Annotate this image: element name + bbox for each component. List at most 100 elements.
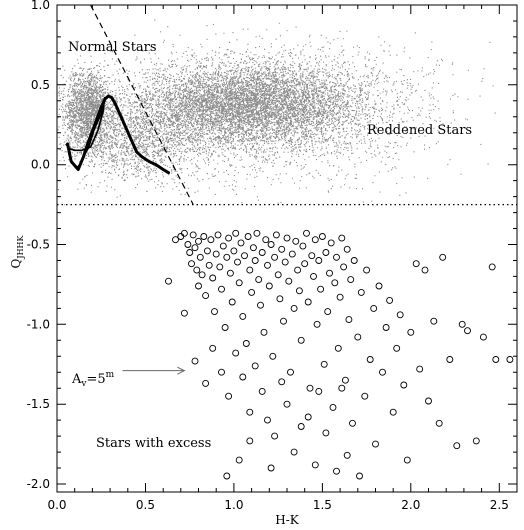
x-tick-label: 1.5 (313, 498, 332, 512)
excess-star-point (446, 356, 454, 363)
excess-star-point (246, 408, 254, 416)
excess-star-point (258, 387, 266, 395)
excess-star-point (191, 357, 199, 365)
excess-star-point (334, 344, 342, 352)
excess-star-point (228, 298, 236, 306)
excess-star-point (198, 271, 206, 279)
excess-star-point (283, 234, 291, 242)
excess-star-point (251, 362, 259, 370)
excess-star-point (219, 242, 227, 250)
y-axis-label: QJHHK (9, 234, 25, 268)
excess-star-point (244, 233, 252, 240)
excess-star-point (327, 239, 335, 247)
excess-star-point (165, 277, 172, 285)
svg-text:QJHHK: QJHHK (9, 234, 25, 268)
excess-star-point (230, 247, 238, 255)
excess-star-point (214, 231, 222, 239)
excess-star-point (416, 365, 424, 373)
excess-star-point (303, 229, 310, 237)
x-tick-label: 1.0 (224, 498, 243, 512)
excess-star-point (232, 229, 240, 237)
excess-star-point (246, 266, 254, 274)
excess-star-point (234, 258, 241, 266)
excess-star-point (193, 266, 201, 274)
excess-star-point (315, 387, 323, 395)
excess-star-point (251, 257, 259, 264)
excess-star-point (435, 419, 443, 427)
excess-star-point (225, 234, 233, 242)
excess-star-point (308, 252, 316, 260)
excess-star-point (310, 272, 317, 280)
excess-star-point (318, 233, 326, 240)
excess-star-point (333, 467, 340, 475)
excess-star-point (226, 269, 234, 277)
excess-star-point (372, 440, 379, 448)
y-tick-label: -1.0 (27, 317, 50, 331)
excess-star-point (350, 257, 358, 264)
excess-star-point (393, 344, 401, 352)
excess-star-point (281, 258, 289, 266)
excess-star-point (280, 317, 287, 325)
excess-star-point (421, 266, 429, 274)
excess-star-point (492, 356, 500, 363)
y-tick-label: -0.5 (27, 238, 50, 252)
excess-star-point (311, 236, 319, 244)
excess-star-point (265, 282, 273, 290)
reddening-dashed-line (90, 4, 194, 205)
excess-star-point (366, 356, 374, 363)
excess-star-point (195, 237, 202, 245)
excess-star-point (189, 231, 197, 239)
excess-star-point (235, 456, 243, 464)
excess-star-point (317, 285, 325, 293)
excess-star-point (239, 373, 247, 381)
excess-star-points (165, 229, 514, 480)
y-tick-label: 1.0 (31, 0, 50, 12)
excess-star-point (343, 451, 351, 459)
excess-star-point (329, 403, 337, 411)
excess-star-point (311, 461, 319, 469)
excess-star-point (488, 263, 496, 271)
excess-star-point (396, 311, 404, 319)
x-tick-label: 2.5 (490, 498, 509, 512)
excess-star-point (336, 293, 344, 301)
excess-star-point (306, 384, 314, 392)
excess-star-point (258, 249, 266, 256)
excess-star-point (186, 249, 194, 256)
excess-star-point (195, 282, 202, 290)
y-tick-label: -2.0 (27, 477, 50, 491)
excess-star-point (180, 309, 188, 317)
excess-star-point (322, 249, 330, 256)
excess-star-point (205, 261, 213, 269)
excess-star-point (389, 408, 397, 416)
excess-star-point (232, 349, 240, 357)
excess-star-point (260, 328, 268, 336)
excess-star-point (264, 261, 271, 269)
excess-star-point (338, 384, 346, 392)
excess-star-point (400, 381, 408, 389)
excess-star-point (301, 260, 309, 268)
reddening-vector-arrowhead (177, 366, 186, 375)
x-tick-label: 2.0 (401, 498, 420, 512)
excess-star-point (304, 298, 312, 306)
excess-star-point (304, 413, 312, 421)
excess-star-point (464, 327, 471, 335)
excess-star-point (403, 456, 411, 464)
excess-star-point (274, 271, 282, 279)
y-tick-label: 0.0 (31, 158, 50, 172)
excess-star-point (338, 234, 346, 242)
excess-star-point (267, 241, 275, 248)
excess-star-point (278, 378, 286, 386)
excess-star-point (347, 276, 355, 284)
excess-star-point (407, 328, 415, 336)
excess-star-point (472, 437, 480, 445)
av-superscript: m (106, 370, 115, 380)
excess-star-point (246, 437, 254, 445)
excess-star-point (264, 416, 271, 424)
guide-lines (57, 4, 517, 375)
excess-star-point (340, 263, 348, 271)
av-label: A (71, 372, 82, 387)
excess-star-point (267, 464, 275, 472)
main-sequence-curve (66, 94, 170, 175)
excess-star-point (177, 233, 185, 240)
excess-star-point (235, 279, 243, 287)
